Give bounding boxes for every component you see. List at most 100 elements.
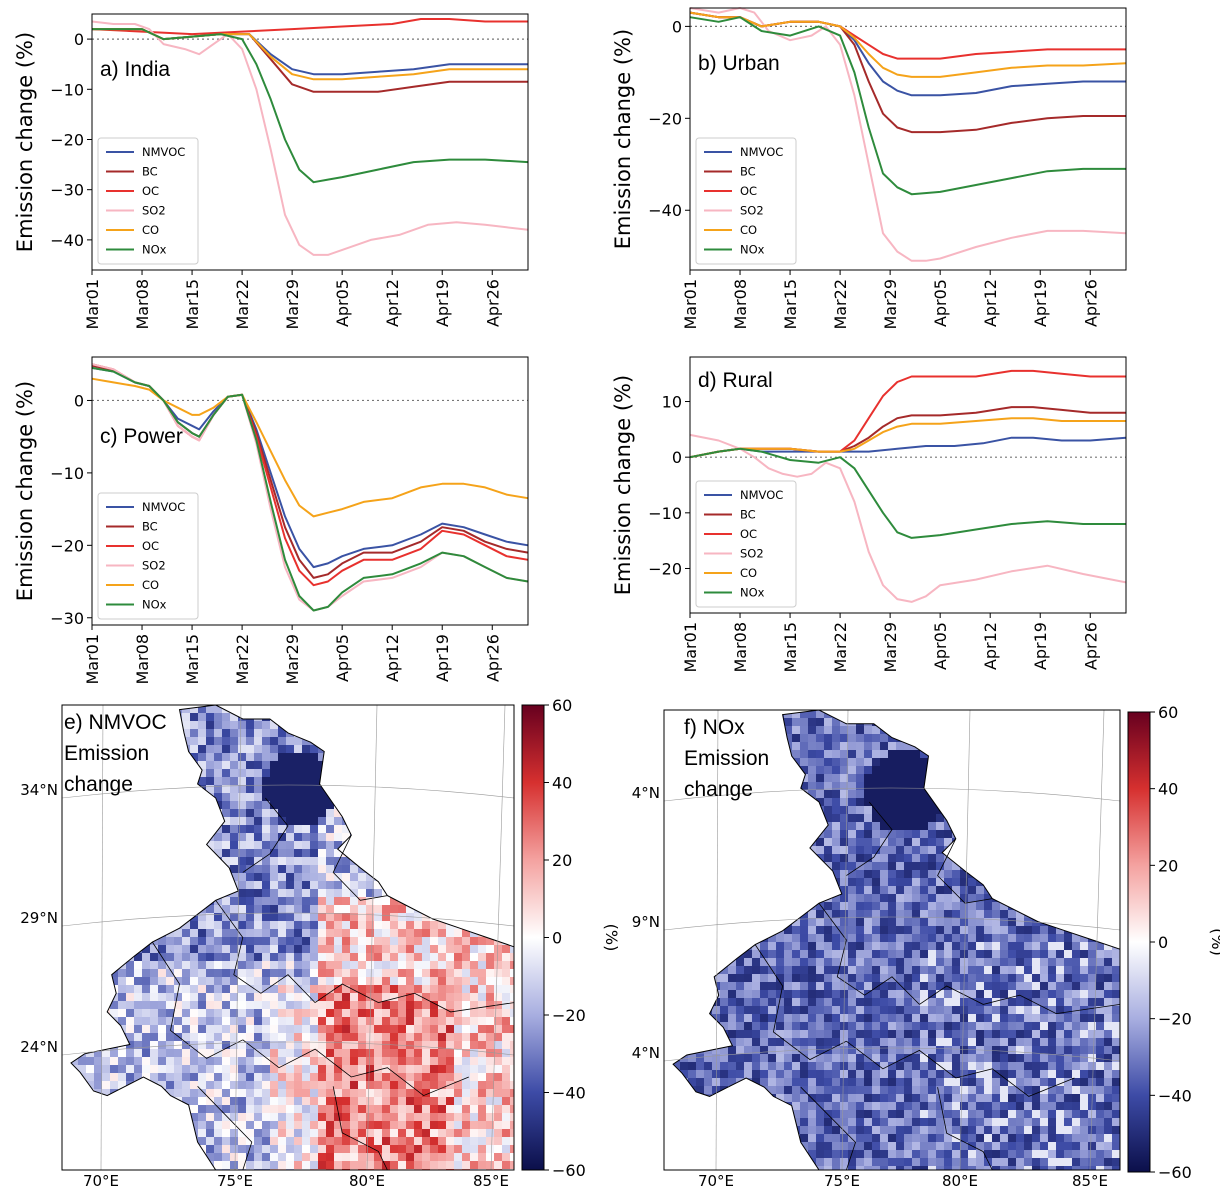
legend-box [97, 137, 199, 265]
y-tick-label: −10 [648, 504, 682, 523]
latitude-label: 34°N [20, 781, 58, 799]
legend-label: OC [740, 527, 757, 541]
map-panel-label: change [684, 778, 753, 801]
y-tick-label: −20 [50, 130, 84, 149]
x-tick-label: Apr05 [333, 634, 352, 682]
plot-frame [91, 356, 529, 626]
legend: NMVOC BC OC SO2 CO NOx [97, 137, 199, 265]
series-line-nox [689, 447, 1126, 539]
legend-label: CO [142, 223, 159, 237]
x-tick-label: Apr05 [931, 279, 950, 327]
map-panel-label: f) NOx [684, 716, 745, 739]
longitude-label: 85°E [1072, 1172, 1108, 1188]
map-frame [663, 709, 1121, 1171]
x-tick-label: Mar29 [283, 634, 302, 685]
latitude-label: 24°N [20, 1038, 58, 1056]
y-tick-label: 10 [662, 393, 682, 412]
x-tick-label: Mar22 [233, 279, 252, 330]
x-tick-label: Apr05 [931, 622, 950, 670]
y-tick-label: −30 [50, 609, 84, 628]
colorbar-tick-label: 60 [1158, 703, 1178, 722]
plot-frame [91, 13, 529, 271]
x-tick-label: Mar01 [83, 279, 102, 330]
colorbar-tick-label: 20 [1158, 856, 1178, 875]
x-tick-label: Mar15 [781, 279, 800, 330]
plot-frame [689, 7, 1127, 271]
y-tick-label: 0 [74, 30, 84, 49]
legend-label: SO2 [142, 559, 166, 573]
x-tick-label: Apr26 [1081, 279, 1100, 327]
legend-label: NMVOC [142, 145, 185, 159]
series-line-so2 [91, 20, 529, 256]
longitude-label: 75°E [824, 1172, 860, 1188]
legend-box [695, 480, 797, 608]
longitude-label: 70°E [83, 1172, 119, 1188]
x-tick-label: Mar01 [681, 279, 700, 330]
line-chart-b-urban: 0 −20 −40 Mar01 Mar08 Mar15 Mar22 Mar29 Apr05 Apr… [611, 7, 1127, 330]
x-tick-label: Mar15 [183, 279, 202, 330]
longitude-label: 80°E [349, 1172, 385, 1188]
y-tick-label: 0 [74, 391, 84, 410]
legend-label: NOx [740, 243, 765, 257]
series-line-nox [92, 28, 529, 184]
series-line-nox [91, 366, 529, 612]
x-tick-label: Mar01 [681, 622, 700, 673]
legend-label: NMVOC [740, 145, 783, 159]
colorbar-tick-label: 0 [1158, 933, 1168, 952]
series-line-co [689, 417, 1126, 459]
colorbar-tick-label: −40 [552, 1084, 586, 1103]
colorbar-tick-label: −20 [552, 1006, 586, 1025]
x-tick-label: Mar08 [133, 634, 152, 685]
colorbar-tick-label: 40 [552, 774, 572, 793]
longitude-label: 75°E [217, 1172, 253, 1188]
y-tick-label: −10 [50, 80, 84, 99]
colorbar-tick-label: −40 [1158, 1086, 1192, 1105]
x-tick-label: Apr05 [333, 279, 352, 327]
state-borders [754, 801, 1121, 1171]
legend-label: CO [740, 566, 757, 580]
x-tick-label: Mar15 [183, 634, 202, 685]
map-panel-label: change [64, 773, 133, 796]
x-tick-label: Apr12 [383, 634, 402, 682]
y-axis-label: Emission change (%) [13, 381, 37, 601]
y-tick-label: −40 [648, 201, 682, 220]
legend-label: NOx [740, 586, 765, 600]
legend-label: CO [740, 223, 757, 237]
y-tick-label: −30 [50, 181, 84, 200]
map-panel-label: Emission [684, 747, 769, 770]
x-tick-label: Apr26 [483, 279, 502, 327]
x-tick-label: Apr19 [433, 279, 452, 327]
colorbar-tick-label: 0 [552, 929, 562, 948]
x-tick-label: Mar15 [781, 622, 800, 673]
latitude-label: 29°N [20, 909, 58, 927]
x-tick-label: Apr19 [433, 634, 452, 682]
x-tick-label: Mar29 [881, 279, 900, 330]
x-tick-label: Mar29 [881, 622, 900, 673]
x-tick-label: Apr19 [1031, 279, 1050, 327]
line-chart-a-india: 0 −10 −20 −30 −40 Mar01 Mar08 Mar15 Mar22 Mar29 Ap… [13, 13, 529, 330]
country-border [70, 704, 515, 1171]
colorbar-tick-label: −60 [1158, 1163, 1192, 1182]
colorbar-label: (%) [602, 924, 621, 952]
y-tick-label: 0 [672, 448, 682, 467]
series-line-so2 [689, 433, 1127, 603]
y-tick-label: 0 [672, 17, 682, 36]
x-tick-label: Mar29 [283, 279, 302, 330]
colorbar-tick-label: 20 [552, 851, 572, 870]
latitude-label: 9°N [632, 913, 660, 931]
map-panel-label: e) NMVOC [64, 711, 167, 734]
series-line-nox [689, 16, 1126, 196]
panel-label: a) India [100, 58, 170, 81]
legend-label: CO [142, 578, 159, 592]
y-tick-label: −40 [50, 231, 84, 250]
y-axis-label: Emission change (%) [611, 29, 635, 249]
series-line-co [689, 11, 1127, 78]
x-tick-label: Mar08 [731, 279, 750, 330]
x-tick-label: Apr26 [1081, 622, 1100, 670]
legend-label: BC [740, 508, 756, 522]
y-axis-label: Emission change (%) [611, 375, 635, 595]
legend-box [695, 137, 797, 265]
colorbar [1127, 711, 1151, 1173]
y-tick-label: −20 [50, 536, 84, 555]
nmvoc-emission-map: e) NMVOC Emission change 34°N 29°N 24°N 70°E 75… [20, 696, 621, 1188]
